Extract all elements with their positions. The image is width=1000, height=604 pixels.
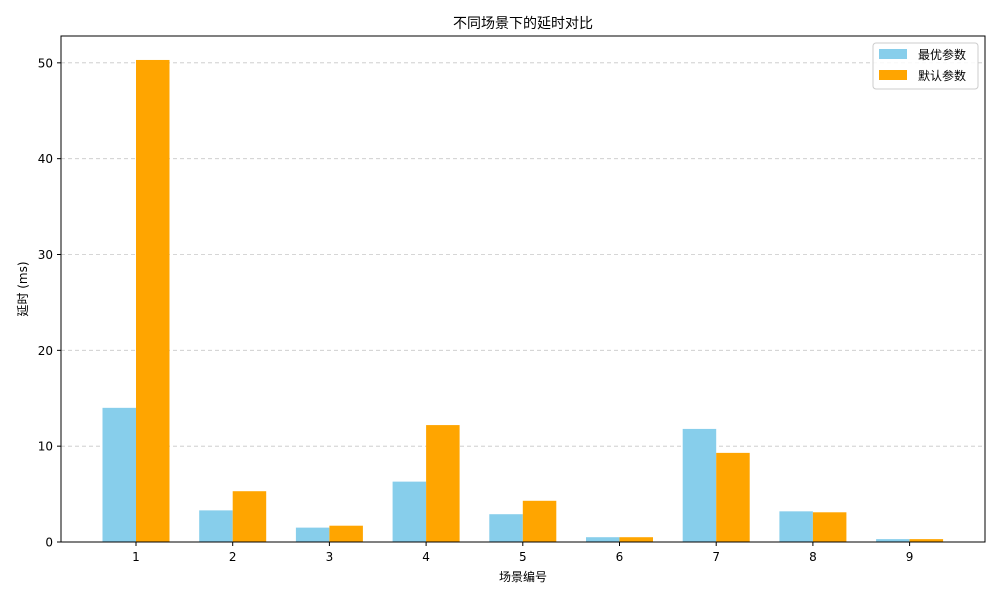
bar-default-2 (232, 491, 267, 542)
grid-lines (61, 62, 985, 447)
bar-default-9 (909, 539, 944, 542)
bar-best-9 (876, 539, 910, 542)
legend-label-best: 最优参数 (918, 47, 966, 62)
y-tick-label: 20 (38, 344, 53, 358)
bar-default-3 (329, 525, 363, 542)
legend-swatch-best (879, 49, 907, 59)
x-tick-label: 9 (906, 550, 914, 564)
y-axis: 0 10 20 30 40 50 (38, 56, 61, 550)
legend-label-default: 默认参数 (918, 68, 966, 83)
y-tick-label: 40 (38, 152, 53, 166)
bar-best-2 (199, 510, 233, 542)
y-tick-label: 10 (38, 440, 53, 454)
bar-default-7 (716, 452, 750, 542)
x-tick-label: 6 (616, 550, 624, 564)
bar-default-4 (426, 425, 460, 542)
y-axis-label: 延时 (ms) (16, 261, 30, 316)
plot-frame (60, 35, 986, 543)
x-tick-label: 8 (809, 550, 817, 564)
x-tick-label: 5 (519, 550, 527, 564)
bar-default-5 (522, 500, 557, 542)
x-tick-label: 2 (229, 550, 237, 564)
x-tick-label: 7 (712, 550, 720, 564)
bar-default-8 (812, 512, 847, 542)
x-tick-label: 1 (132, 550, 140, 564)
x-axis-label: 场景编号 (499, 569, 547, 584)
y-tick-label: 30 (38, 248, 53, 262)
legend: 最优参数 默认参数 (872, 42, 979, 90)
x-tick-label: 4 (422, 550, 430, 564)
bar-best-8 (779, 511, 813, 542)
bar-best-7 (682, 428, 717, 542)
y-tick-label: 50 (38, 56, 53, 70)
y-tick-label: 0 (45, 536, 53, 550)
bar-default-1 (136, 59, 170, 542)
bar-best-4 (392, 481, 427, 542)
bar-best-6 (586, 537, 620, 542)
x-tick-label: 3 (326, 550, 334, 564)
bar-best-3 (295, 527, 330, 542)
chart-title: 不同场景下的延时对比 (453, 16, 593, 32)
bar-best-1 (102, 407, 136, 542)
legend-swatch-default (879, 70, 907, 80)
x-axis: 1 2 3 4 5 6 7 8 9 (132, 542, 913, 564)
bars (102, 59, 944, 542)
bar-best-5 (489, 514, 523, 542)
bar-default-6 (619, 537, 653, 542)
